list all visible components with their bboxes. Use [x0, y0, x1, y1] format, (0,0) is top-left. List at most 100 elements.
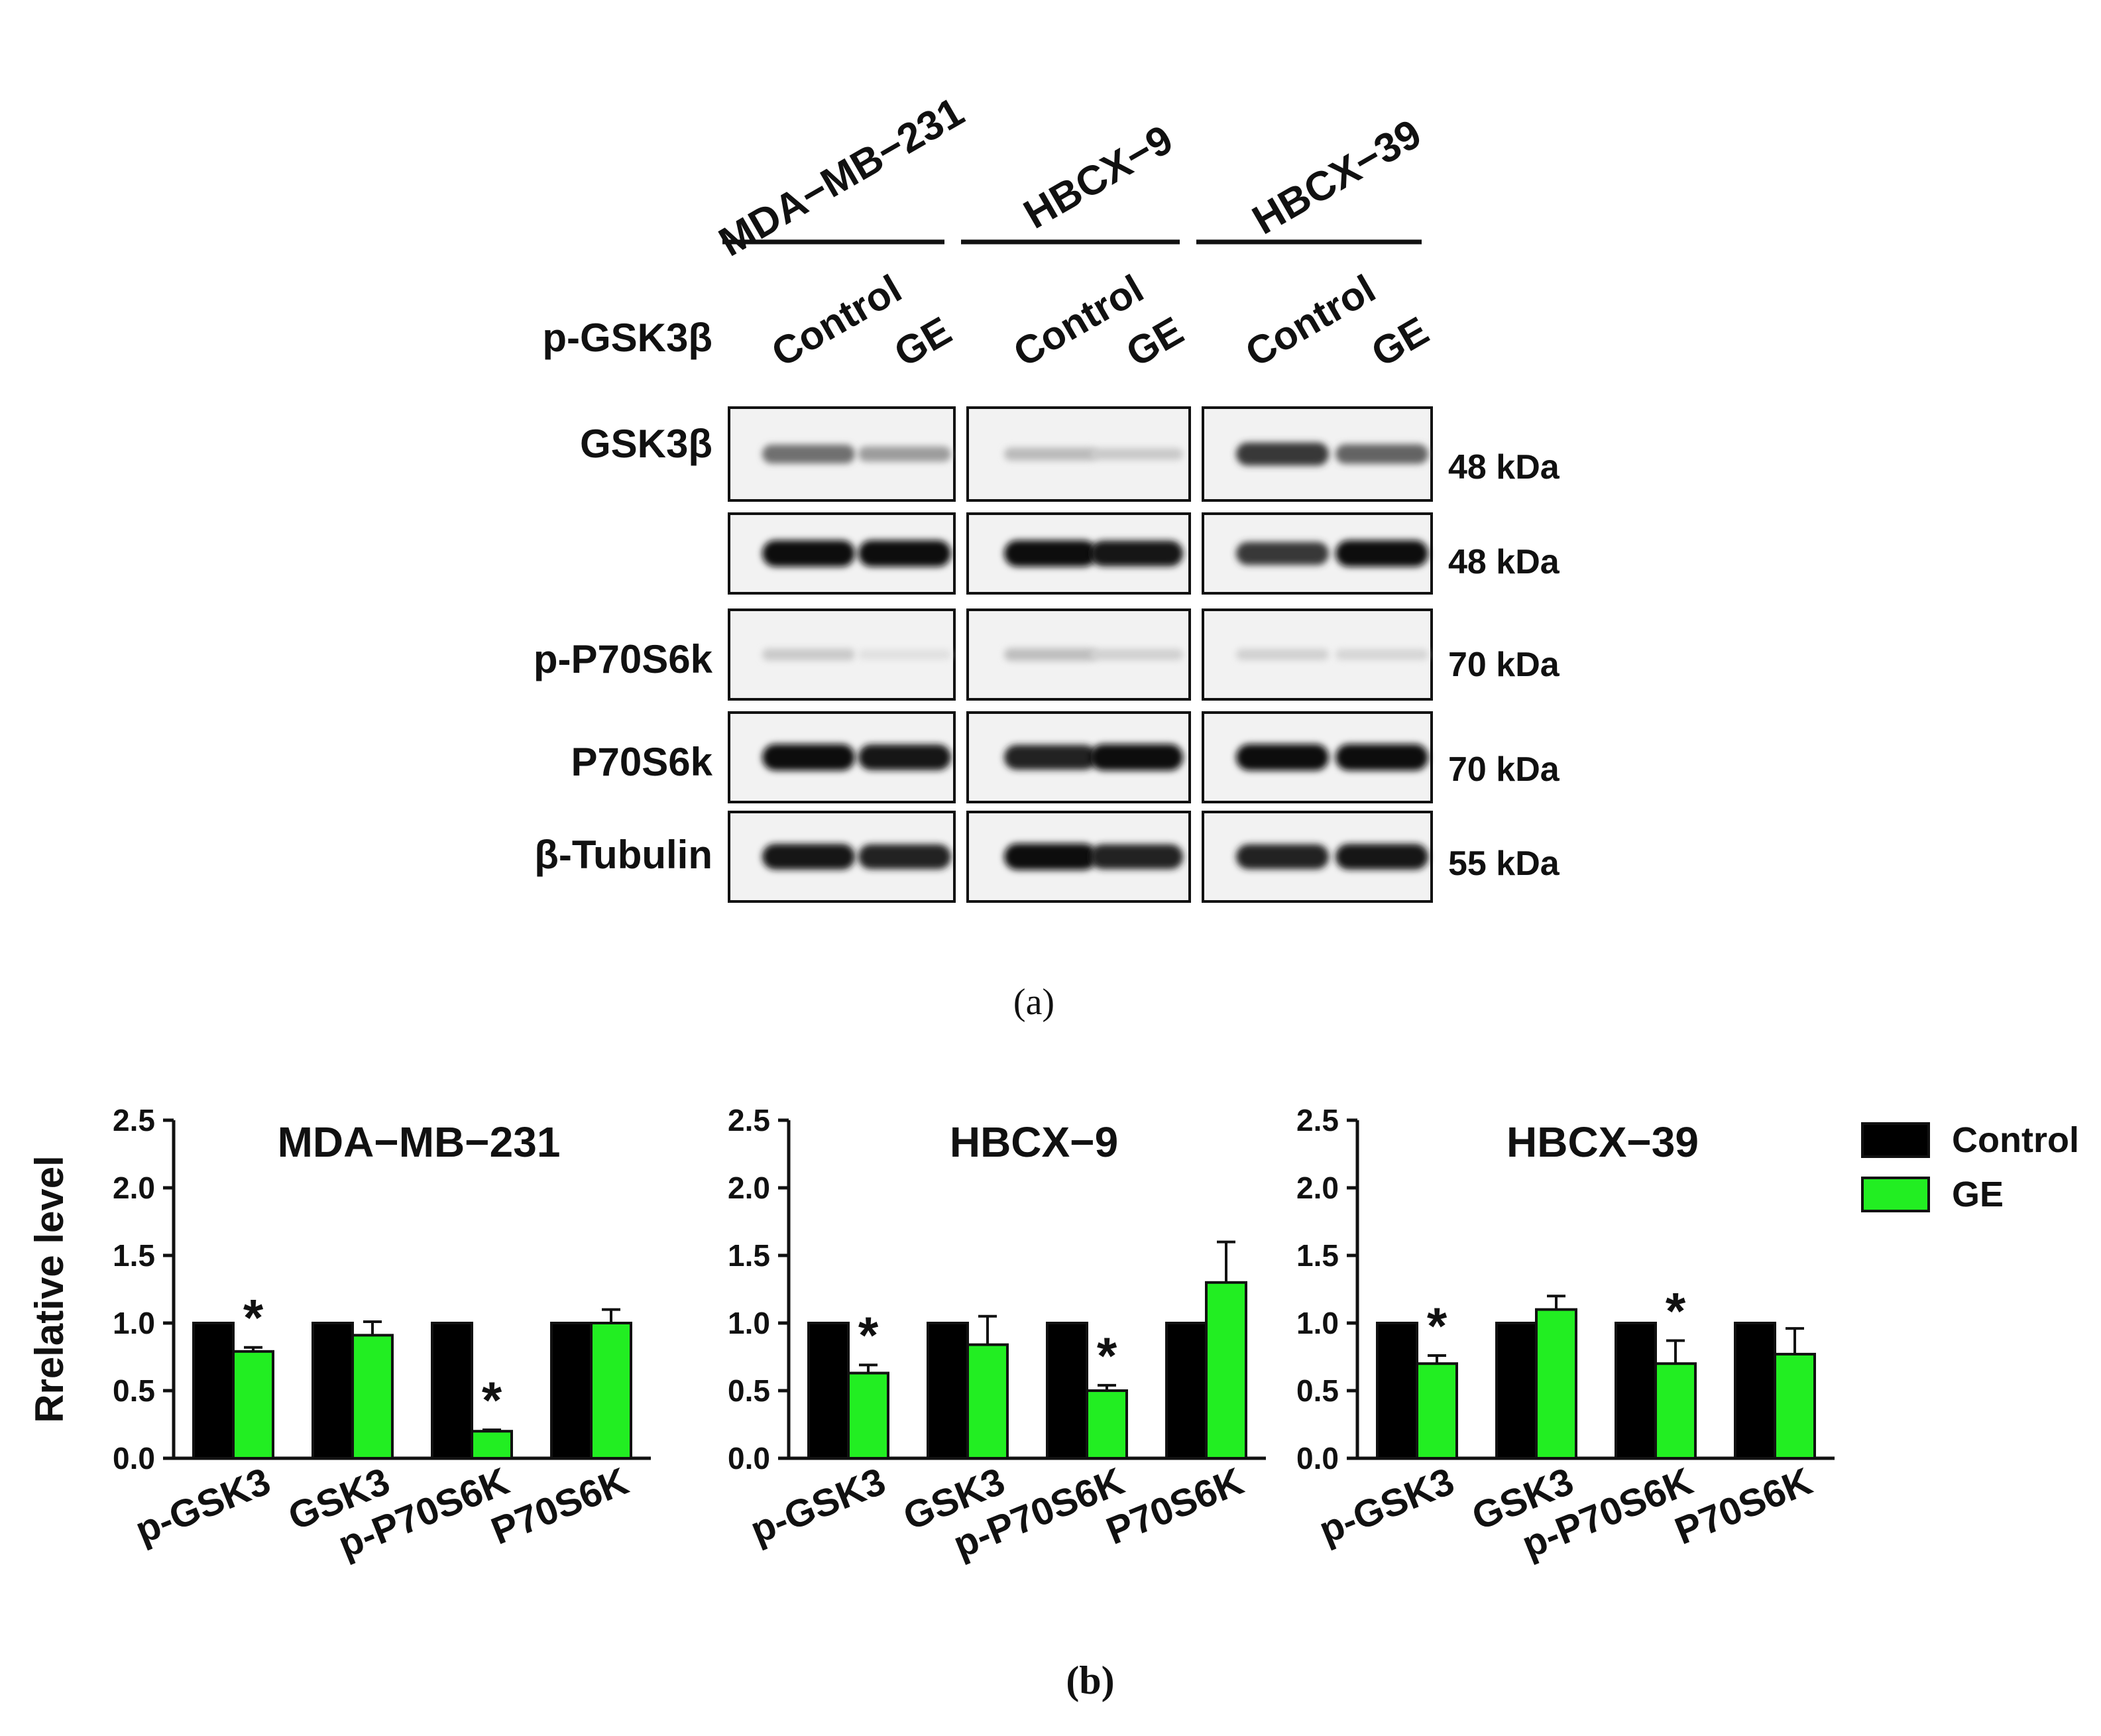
legend: Control GE — [1861, 1120, 2079, 1214]
lane-label-ge: GE — [1364, 308, 1436, 375]
y-tick-label: 0.5 — [728, 1373, 770, 1408]
blot-band — [1090, 448, 1183, 460]
blot-band — [1090, 744, 1183, 771]
blot-band — [1004, 843, 1097, 870]
panel-b-bar-charts: MDA−MB−231 0.0 0.5 1.0 1.5 2.0 2.5 Rrelative le… — [27, 1103, 2079, 1566]
legend-swatch-ge — [1861, 1177, 1930, 1212]
blot-band — [1236, 844, 1329, 870]
kda-marker-48-kda: 48 kDa — [1448, 543, 1560, 581]
y-tick-label: 1.0 — [113, 1306, 155, 1340]
bar-chart-hbcx-9: HBCX−90.00.51.01.52.02.5*p-GSK3 GSK3*p-P7… — [728, 1103, 1266, 1566]
blot-band — [1004, 744, 1097, 770]
blot-band — [1004, 648, 1097, 662]
bar-control-gsk3 — [927, 1322, 969, 1460]
significance-marker: * — [1427, 1297, 1448, 1355]
blot-band — [1236, 648, 1329, 661]
kda-marker-70-kda: 70 kDa — [1448, 646, 1560, 684]
significance-marker: * — [1097, 1326, 1117, 1385]
bar-ge-p70s6k — [1774, 1352, 1816, 1460]
y-tick-label: 2.0 — [113, 1171, 155, 1205]
y-tick-label: 0.0 — [1296, 1441, 1339, 1476]
bar-ge-p70s6k — [1205, 1281, 1247, 1460]
kda-marker-55-kda: 55 kDa — [1448, 844, 1560, 883]
blot-band — [858, 844, 951, 870]
bar-ge-p-gsk3 — [1416, 1362, 1458, 1460]
blot-band — [1335, 744, 1428, 771]
y-tick-label: 1.5 — [1296, 1238, 1339, 1273]
significance-marker: * — [482, 1371, 502, 1429]
legend-swatch-control — [1861, 1122, 1930, 1158]
bar-control-p-p70s6k — [431, 1322, 473, 1460]
bar-ge-p-p70s6k — [471, 1430, 513, 1460]
blot-band — [762, 444, 855, 464]
bar-control-p70s6k — [1165, 1322, 1208, 1460]
blot-band — [858, 649, 951, 660]
bar-ge-p-p70s6k — [1086, 1389, 1128, 1460]
bar-control-gsk3 — [312, 1322, 354, 1460]
bar-ge-p70s6k — [590, 1322, 632, 1460]
blot-band — [1090, 540, 1183, 567]
blot-band — [762, 540, 855, 567]
blot-band — [1090, 844, 1183, 870]
blot-band — [762, 744, 855, 771]
significance-marker: * — [1666, 1282, 1686, 1340]
bar-chart-mda-mb-231: MDA−MB−231 0.0 0.5 1.0 1.5 2.0 2.5 Rrelative le… — [27, 1103, 651, 1566]
blot-band — [1236, 442, 1329, 466]
bar-ge-p-gsk3 — [232, 1350, 274, 1460]
bar-control-p70s6k — [550, 1322, 593, 1460]
blot-band — [762, 648, 855, 661]
bar-ge-p-p70s6k — [1654, 1362, 1697, 1460]
y-tick-label: 1.0 — [1296, 1306, 1339, 1340]
bar-control-p-p70s6k — [1046, 1322, 1088, 1460]
y-tick-label: 0.5 — [113, 1373, 155, 1408]
bar-ge-p-gsk3 — [847, 1371, 889, 1460]
blot-band — [1335, 444, 1428, 464]
y-tick-label: 0.0 — [728, 1441, 770, 1476]
blot-band — [858, 744, 951, 770]
bar-ge-gsk3 — [966, 1343, 1009, 1460]
y-tick-label: 0.5 — [1296, 1373, 1339, 1408]
blot-label-gsk3: GSK3β — [580, 422, 712, 466]
lane-label-control: Control — [1006, 266, 1151, 376]
y-tick-label: 2.5 — [113, 1103, 155, 1137]
chart-title: MDA−MB−231 — [278, 1118, 561, 1166]
y-tick-label: 2.5 — [1296, 1103, 1339, 1137]
blot-band — [1335, 649, 1428, 660]
blot-band — [858, 446, 951, 462]
bar-ge-gsk3 — [1535, 1308, 1577, 1460]
cell-line-label-hbcx-9: HBCX−9 — [1016, 117, 1180, 238]
blot-label-tubulin: β-Tubulin — [534, 833, 712, 877]
blot-band — [1335, 540, 1428, 567]
significance-marker: * — [858, 1306, 879, 1364]
legend-label-control: Control — [1952, 1120, 2079, 1160]
x-tick-label-p70s6k: P70S6K — [1669, 1460, 1818, 1553]
lane-label-control: Control — [764, 266, 909, 376]
x-tick-label-p70s6k: P70S6K — [1100, 1460, 1249, 1553]
significance-marker: * — [243, 1289, 264, 1347]
blot-band — [1090, 648, 1183, 661]
cell-line-label-mda-mb-231: MDA−MB−231 — [711, 89, 972, 265]
lane-label-control: Control — [1238, 266, 1383, 376]
y-tick-label: 1.5 — [113, 1238, 155, 1273]
chart-title: HBCX−9 — [950, 1118, 1118, 1166]
blot-band — [858, 540, 951, 567]
lane-label-ge: GE — [887, 308, 959, 375]
panel-a-western-blot: MDA−MB−231ControlGEHBCX−9ControlGEHBCX−3… — [534, 89, 1560, 903]
y-tick-label: 1.5 — [728, 1238, 770, 1273]
blot-label-p-p70s6k: p-P70S6k — [534, 637, 713, 681]
bar-control-p-p70s6k — [1615, 1322, 1657, 1460]
blot-band — [1236, 542, 1329, 565]
lane-label-ge: GE — [1119, 308, 1191, 375]
blot-band — [1004, 540, 1097, 567]
bar-chart-hbcx-39: HBCX−390.00.51.01.52.02.5*p-GSK3 GSK3*p-P… — [1296, 1103, 1835, 1566]
y-tick-label: 1.0 — [728, 1306, 770, 1340]
chart-title: HBCX−39 — [1506, 1118, 1699, 1166]
bar-control-p70s6k — [1734, 1322, 1776, 1460]
bar-control-gsk3 — [1495, 1322, 1538, 1460]
panel-b-caption: (b) — [1066, 1658, 1114, 1702]
blot-band — [762, 844, 855, 870]
blot-label-p70s6k: P70S6k — [571, 740, 712, 784]
blot-band — [1335, 844, 1428, 870]
kda-marker-70-kda: 70 kDa — [1448, 750, 1560, 789]
